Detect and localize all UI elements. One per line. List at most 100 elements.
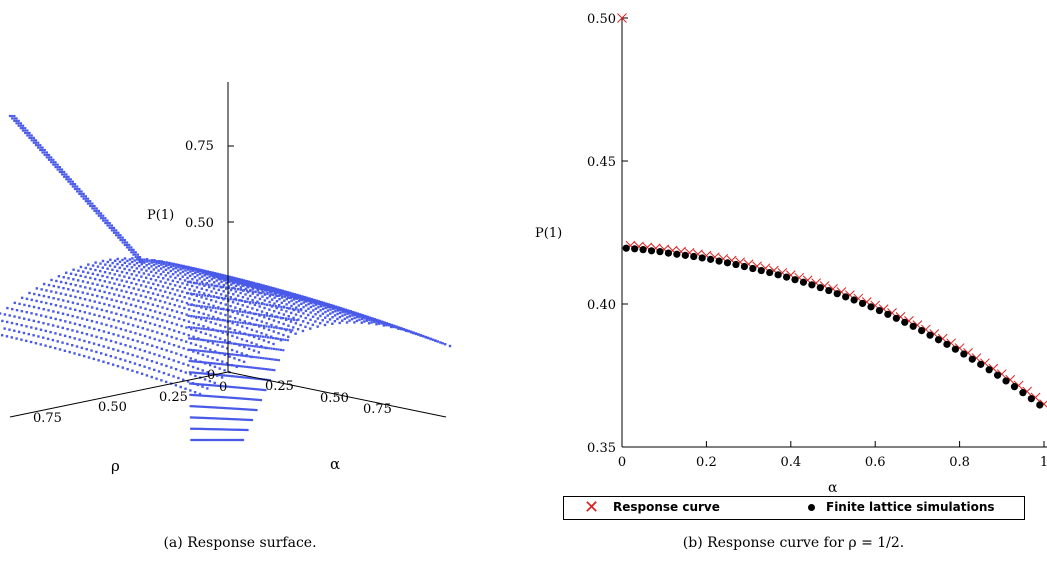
surface-point (145, 296, 147, 298)
surface-point (151, 330, 153, 332)
surface-point (314, 313, 316, 315)
surface-wedge-point (193, 282, 195, 284)
surface-wedge-point (257, 388, 259, 390)
finite-lattice-point (682, 252, 689, 259)
surface-wedge-point (252, 301, 254, 303)
surface-wedge-point (193, 383, 195, 385)
surface-edge-point (13, 115, 15, 117)
surface-edge-point (139, 261, 141, 263)
surface-wedge-point (293, 319, 295, 321)
surface-wedge-point (213, 296, 215, 298)
surface-wedge-point (216, 341, 218, 343)
surface-point (65, 272, 67, 274)
surface-edge-point (85, 195, 87, 197)
surface-point (290, 299, 292, 301)
surface-point (366, 317, 368, 319)
surface-point (146, 260, 148, 262)
surface-wedge-point (239, 322, 241, 324)
surface-edge-point (93, 207, 95, 209)
surface-point (23, 332, 25, 334)
surface-point (131, 266, 133, 268)
surface-point (6, 307, 8, 309)
surface-point (187, 272, 189, 274)
surface-point (134, 259, 136, 261)
surface-point (129, 345, 131, 347)
surface-point (261, 295, 263, 297)
surface-point (140, 284, 142, 286)
surface-point (319, 315, 321, 317)
surface-edge-point (41, 149, 43, 151)
surface-wedge-point (252, 334, 254, 336)
surface-point (188, 288, 190, 290)
surface-point (193, 322, 195, 324)
surface-edge-point (35, 144, 37, 146)
surface-wedge-point (287, 339, 289, 341)
surface-point (79, 285, 81, 287)
surface-point (93, 342, 95, 344)
surface-point (290, 312, 292, 314)
surface-wedge-point (191, 383, 193, 385)
surface-point (138, 265, 140, 267)
rho-tick-label-1: 0.50 (98, 400, 127, 415)
surface-point (195, 329, 197, 331)
surface-point (402, 328, 404, 330)
surface-point (38, 294, 40, 296)
surface-point (256, 319, 258, 321)
surface-wedge-point (220, 363, 222, 365)
surface-point (33, 320, 35, 322)
surface-point (28, 305, 30, 307)
surface-edge-point (115, 229, 117, 231)
surface-point (11, 336, 13, 338)
finite-lattice-point (918, 327, 925, 334)
surface-point (157, 284, 159, 286)
surface-point (94, 300, 96, 302)
surface-point (18, 316, 20, 318)
surface-wedge-point (236, 386, 238, 388)
surface-point (18, 331, 20, 333)
surface-wedge-point (211, 318, 213, 320)
surface-wedge-point (255, 356, 257, 358)
surface-point (65, 293, 67, 295)
legend-label-response-curve: Response curve (613, 500, 720, 514)
finite-lattice-point (859, 300, 866, 307)
surface-wedge-point (271, 358, 273, 360)
surface-wedge-point (263, 303, 265, 305)
surface-wedge-point (214, 362, 216, 364)
surface-point (354, 314, 356, 316)
surface-point (272, 288, 274, 290)
surface-point (393, 326, 395, 328)
surface-edge-point (48, 154, 50, 156)
surface-point (6, 321, 8, 323)
surface-point (117, 349, 119, 351)
surface-point (126, 272, 128, 274)
surface-point (292, 326, 294, 328)
surface-wedge-point (242, 322, 244, 324)
y-tick-label: 0.35 (587, 441, 616, 456)
surface-wedge-point (204, 306, 206, 308)
surface-edge-point (93, 205, 95, 207)
surface-point (176, 323, 178, 325)
surface-point (96, 295, 98, 297)
surface-point (180, 339, 182, 341)
surface-point (130, 304, 132, 306)
surface-point (174, 304, 176, 306)
surface-wedge-point (244, 366, 246, 368)
surface-wedge-point (213, 329, 215, 331)
surface-point (118, 274, 120, 276)
surface-wedge-point (243, 289, 245, 291)
surface-point (179, 272, 181, 274)
surface-point (300, 303, 302, 305)
finite-lattice-point (783, 274, 790, 281)
finite-lattice-point (935, 336, 942, 343)
surface-wedge-point (255, 313, 257, 315)
surface-wedge-point (198, 305, 200, 307)
surface-point (278, 312, 280, 314)
surface-point (204, 347, 206, 349)
surface-point (380, 322, 382, 324)
surface-point (136, 267, 138, 269)
surface-point (185, 326, 187, 328)
finite-lattice-point (665, 249, 672, 256)
surface-point (276, 300, 278, 302)
surface-wedge-point (272, 305, 274, 307)
surface-point (202, 313, 204, 315)
